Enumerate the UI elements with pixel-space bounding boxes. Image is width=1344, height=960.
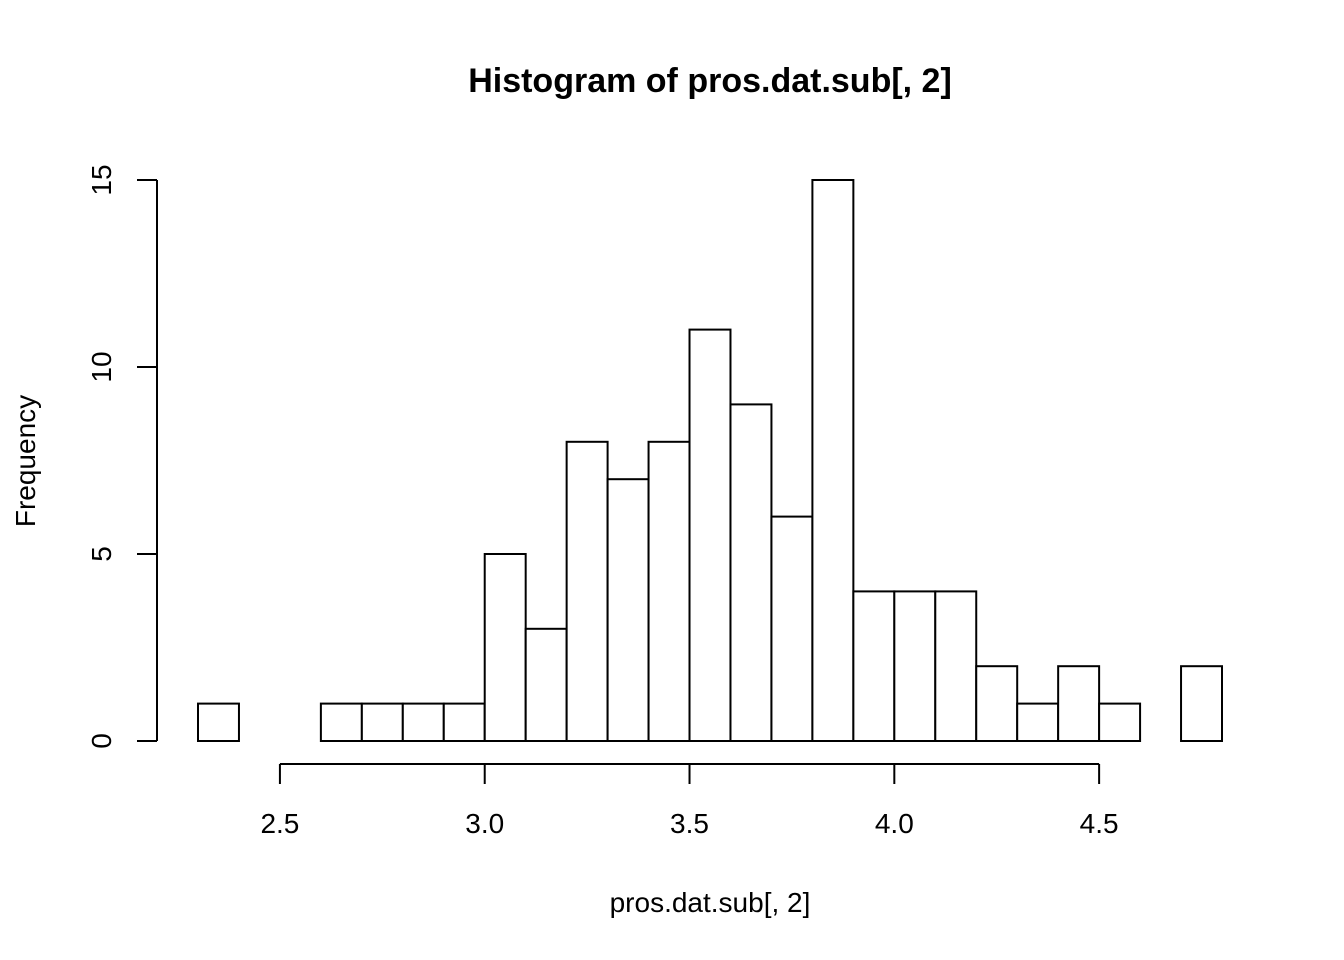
- histogram-bar: [647, 440, 691, 742]
- chart-title: Histogram of pros.dat.sub[, 2]: [468, 62, 952, 100]
- histogram-bar: [319, 702, 363, 742]
- histogram-bar: [565, 440, 609, 742]
- histogram-bar: [729, 403, 773, 742]
- histogram-bar: [1057, 665, 1101, 743]
- histogram-bar: [893, 590, 937, 743]
- histogram-bar: [483, 553, 527, 742]
- x-tick-label: 4.5: [1080, 808, 1119, 839]
- histogram-bar: [197, 702, 240, 742]
- histogram-bar: [606, 478, 650, 742]
- y-tick-label: 0: [86, 733, 117, 749]
- histogram-bar: [360, 702, 404, 742]
- x-tick-label: 3.0: [465, 808, 504, 839]
- x-tick-label: 2.5: [260, 808, 299, 839]
- y-tick-label: 10: [86, 351, 117, 382]
- x-tick-label: 4.0: [875, 808, 914, 839]
- histogram-bar: [934, 590, 978, 743]
- histogram-bar: [442, 702, 486, 742]
- y-tick-label: 15: [86, 164, 117, 195]
- y-axis-label: Frequency: [10, 395, 41, 527]
- histogram-bar: [1180, 665, 1224, 743]
- y-tick-label: 5: [86, 546, 117, 562]
- x-axis-label: pros.dat.sub[, 2]: [610, 887, 811, 918]
- histogram-bar: [811, 179, 855, 742]
- histogram-bar: [975, 665, 1019, 743]
- histogram-bar: [688, 328, 732, 742]
- histogram-bar: [524, 627, 568, 742]
- y-axis: 0 5 10 15: [86, 164, 158, 749]
- histogram-bar: [1016, 702, 1060, 742]
- histogram-bar: [852, 590, 896, 743]
- histogram-bar: [770, 515, 814, 742]
- bars-group: [197, 179, 1224, 743]
- x-tick-label: 3.5: [670, 808, 709, 839]
- histogram-bar: [1098, 702, 1142, 742]
- x-axis: 2.5 3.0 3.5 4.0 4.5: [260, 763, 1119, 839]
- histogram-bar: [401, 702, 445, 742]
